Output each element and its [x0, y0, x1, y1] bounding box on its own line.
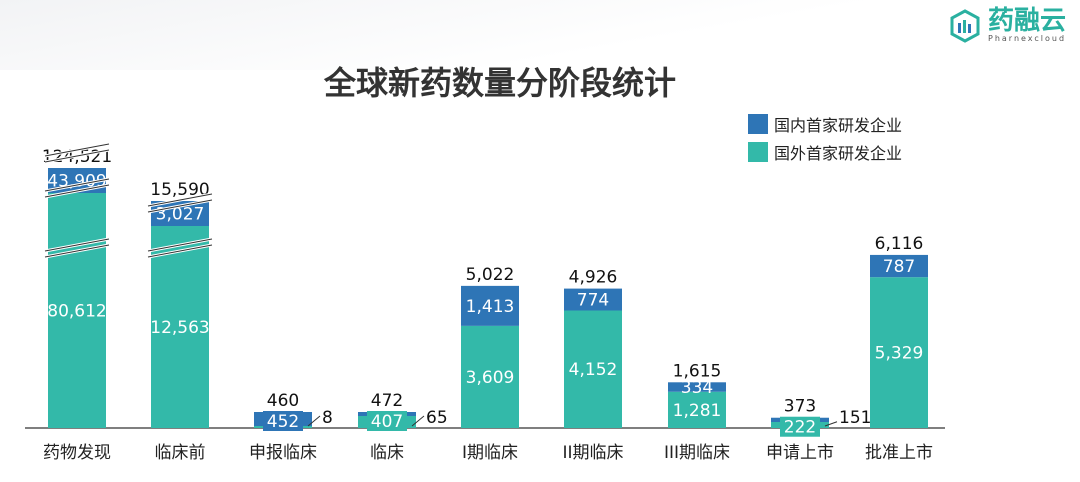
- segment-label-domestic: 774: [577, 291, 609, 311]
- total-label: 472: [371, 391, 403, 411]
- bar-foreign: [668, 391, 726, 428]
- bar-domestic: [564, 288, 622, 311]
- total-label: 460: [267, 391, 299, 411]
- logo: 药融云 Pharnexcloud: [948, 8, 1066, 43]
- x-tick-label: 药物发现: [43, 443, 111, 463]
- axis-break-line: [147, 238, 213, 258]
- logo-icon: [950, 8, 980, 43]
- x-tick-label: 临床前: [155, 443, 206, 463]
- x-tick-label: III期临床: [664, 443, 730, 463]
- header-band: [0, 0, 1080, 70]
- legend-item-foreign: 国外首家研发企业: [748, 138, 902, 166]
- x-tick-label: 批准上市: [865, 443, 933, 463]
- legend-item-domestic: 国内首家研发企业: [748, 110, 902, 138]
- bar-foreign: [461, 325, 519, 428]
- segment-label: 407: [371, 412, 403, 432]
- segment-label-domestic: 1,413: [466, 297, 515, 317]
- segment-label-foreign: 12,563: [150, 318, 209, 338]
- segment-label: 222: [784, 418, 816, 438]
- total-label: 373: [784, 397, 816, 417]
- bar-foreign: [48, 193, 106, 428]
- bar-foreign: [564, 310, 622, 428]
- x-tick-label: 申报临床: [249, 443, 317, 463]
- segment-label: 65: [426, 408, 448, 428]
- segment-label: 452: [267, 412, 299, 432]
- bar-domestic: [461, 285, 519, 326]
- axis-break-line: [44, 178, 110, 198]
- x-tick-label: 申请上市: [766, 443, 834, 463]
- leader-line: [824, 421, 838, 427]
- logo-name: 药融云: [988, 6, 1067, 36]
- segment-label-foreign: 4,152: [569, 360, 618, 380]
- bar-domestic: [870, 254, 928, 278]
- axis-break-line: [147, 193, 213, 213]
- label-bg: [263, 411, 303, 431]
- bar-foreign: [151, 226, 209, 428]
- x-tick-label: II期临床: [562, 443, 623, 463]
- label-bg: [367, 411, 407, 431]
- segment-label-domestic: 334: [681, 378, 713, 398]
- total-label: 1,615: [673, 361, 722, 381]
- segment-label: 8: [322, 408, 333, 428]
- total-label: 6,116: [875, 234, 924, 254]
- total-label: 4,926: [569, 268, 618, 288]
- page-title: 全球新药数量分阶段统计: [323, 64, 676, 102]
- total-label: 15,590: [150, 180, 209, 200]
- label-bg: [780, 416, 820, 437]
- logo-sub: Pharnexcloud: [988, 34, 1067, 43]
- segment-label: 151: [839, 408, 871, 428]
- segment-label-foreign: 80,612: [47, 302, 106, 322]
- leader-line: [411, 415, 425, 427]
- axis-break-line: [44, 143, 110, 163]
- total-label: 5,022: [466, 265, 515, 285]
- segment-label-foreign: 1,281: [673, 401, 722, 421]
- x-tick-label: 临床: [370, 443, 404, 463]
- bar-domestic: [668, 382, 726, 392]
- axis-break-line: [44, 238, 110, 258]
- segment-label-domestic: 787: [883, 257, 915, 277]
- segment-label-foreign: 3,609: [466, 368, 515, 388]
- segment-label-foreign: 5,329: [875, 344, 924, 364]
- x-tick-label: I期临床: [462, 443, 518, 463]
- bar-foreign: [870, 277, 928, 428]
- leader-line: [307, 415, 321, 427]
- legend: 国内首家研发企业 国外首家研发企业: [748, 110, 902, 166]
